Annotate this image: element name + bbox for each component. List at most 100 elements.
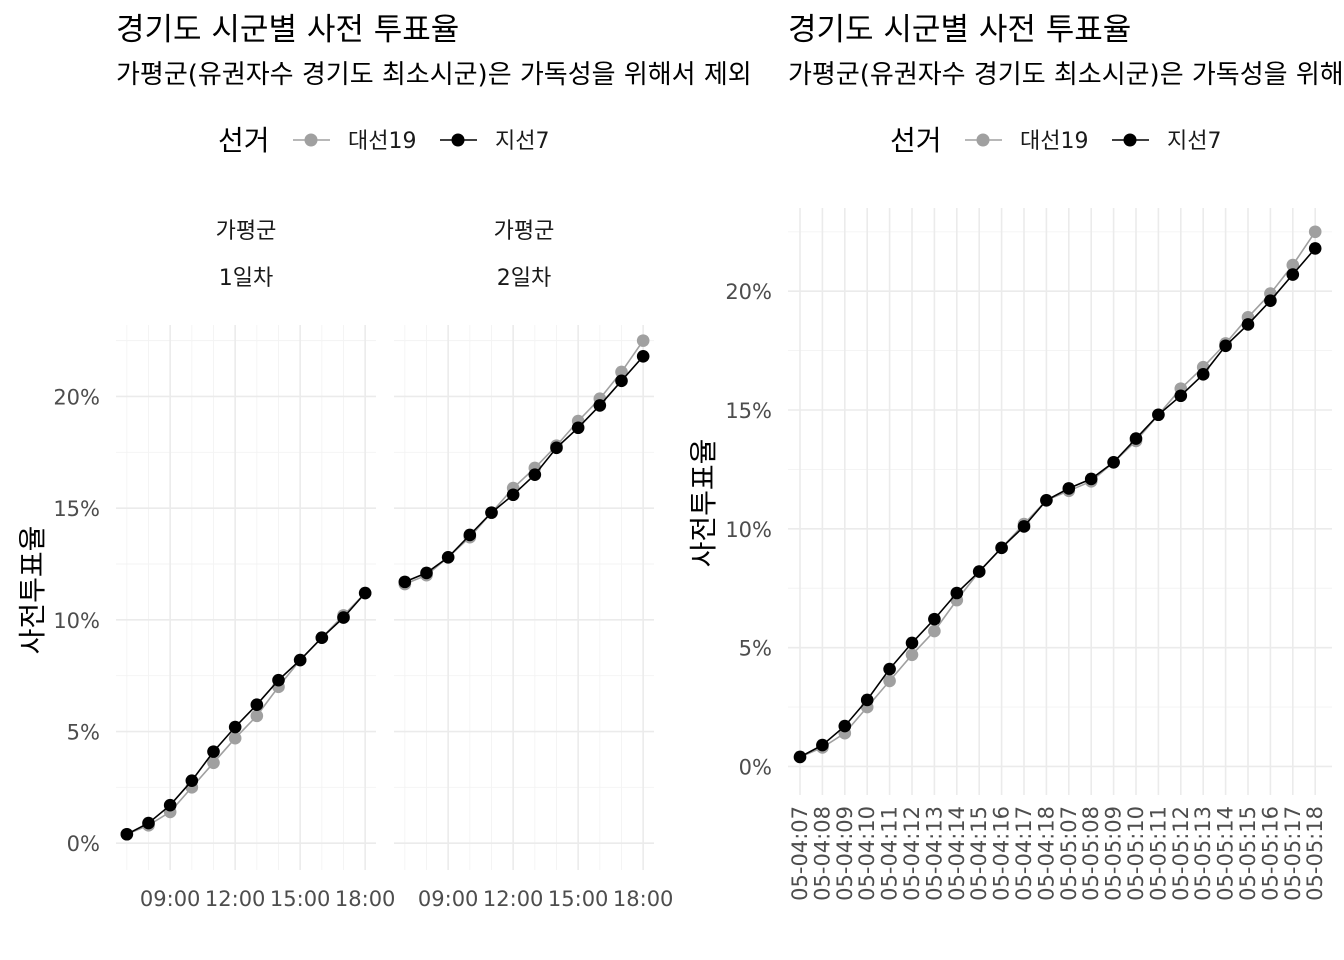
right-chart: 경기도 시군별 사전 투표율 가평군(유권자수 경기도 최소시군)은 가독성을 … <box>687 12 1344 901</box>
right-x-tick-label: 05-04:10 <box>855 806 879 901</box>
right-series <box>793 225 1322 764</box>
facet-2-line-대선19 <box>404 340 644 585</box>
right-y-tick-label: 15% <box>725 399 772 423</box>
facet-2-strip-line-2: 2일차 <box>497 266 551 291</box>
right-chart-title: 경기도 시군별 사전 투표율 <box>788 12 1131 48</box>
right-point-대선19 <box>928 624 941 638</box>
right-point-지선7 <box>793 750 807 764</box>
left-legend: 선거 대선19 지선7 <box>218 124 549 157</box>
left-y-ticks: 0% 5% 10% 15% 20% <box>53 385 100 856</box>
right-x-tick-label: 05-04:07 <box>788 806 812 901</box>
right-x-tick-label: 05-05:09 <box>1102 806 1126 901</box>
right-point-지선7 <box>1308 242 1322 255</box>
facet-1-strip-line-2: 1일차 <box>219 266 273 291</box>
right-y-tick-label: 5% <box>739 637 772 661</box>
right-point-지선7 <box>905 636 919 650</box>
facet-1-point-지선7 <box>293 653 307 667</box>
right-x-tick-label: 05-05:08 <box>1079 806 1103 901</box>
right-y-ticks: 0% 5% 10% 15% 20% <box>725 280 772 779</box>
right-x-ticks: 05-04:0705-04:0805-04:0905-04:1005-04:11… <box>788 806 1327 901</box>
facet-1: 가평군 1일차 <box>116 219 376 870</box>
left-legend-label-대선19: 대선19 <box>348 129 416 154</box>
right-x-tick-label: 05-04:08 <box>810 806 834 901</box>
right-x-tick-label: 05-05:13 <box>1191 806 1215 901</box>
right-legend-title: 선거 <box>890 124 942 157</box>
facet-1-point-지선7 <box>272 673 285 687</box>
left-y-tick-label: 5% <box>67 721 100 745</box>
facet-2-x-ticks: 09:00 12:00 15:00 18:00 <box>418 887 674 911</box>
right-point-지선7 <box>1107 455 1120 469</box>
facet-2-point-지선7 <box>463 528 477 542</box>
right-point-지선7 <box>1040 494 1053 507</box>
facet-2-x-tick-label: 18:00 <box>613 887 674 911</box>
right-point-대선19 <box>905 648 919 662</box>
right-point-대선19 <box>1286 258 1300 272</box>
right-legend: 선거 대선19 지선7 <box>890 124 1221 157</box>
right-point-대선19 <box>883 674 896 688</box>
right-x-tick-label: 05-04:17 <box>1012 806 1036 901</box>
right-point-지선7 <box>816 738 829 752</box>
facet-2-point-지선7 <box>441 550 455 564</box>
left-legend-label-지선7: 지선7 <box>495 129 549 154</box>
facet-1-line-대선19 <box>126 592 366 836</box>
facet-1-grid <box>116 325 376 870</box>
facet-1-strip-line-1: 가평군 <box>216 219 277 244</box>
facet-1-point-지선7 <box>163 798 177 812</box>
facet-1-point-지선7 <box>250 698 264 712</box>
facet-2-point-지선7 <box>636 349 650 363</box>
right-legend-key-point-대선19 <box>976 133 990 147</box>
right-x-tick-label: 05-05:11 <box>1146 806 1170 901</box>
left-y-tick-label: 15% <box>53 497 100 521</box>
right-point-대선19 <box>1308 225 1322 239</box>
facet-2-point-대선19 <box>636 334 650 347</box>
left-y-axis-label: 사전투표율 <box>16 526 49 655</box>
facet-1-point-지선7 <box>120 827 134 841</box>
right-chart-subtitle: 가평군(유권자수 경기도 최소시군)은 가독성을 위해서 제외 <box>788 60 1344 90</box>
left-y-tick-label: 20% <box>53 385 100 409</box>
right-x-tick-label: 05-05:18 <box>1303 806 1327 901</box>
facet-2: 가평군 2일차 <box>394 219 654 870</box>
right-point-지선7 <box>1152 408 1165 422</box>
right-x-tick-label: 05-04:09 <box>833 806 857 901</box>
right-grid <box>788 208 1332 795</box>
right-point-지선7 <box>1196 368 1210 381</box>
left-chart-subtitle: 가평군(유권자수 경기도 최소시군)은 가독성을 위해서 제외 <box>116 60 752 90</box>
facet-1-series <box>120 586 372 841</box>
right-y-tick-label: 20% <box>725 280 772 304</box>
right-x-tick-label: 05-04:13 <box>922 806 946 901</box>
facet-2-point-지선7 <box>615 374 628 388</box>
right-line-지선7 <box>799 247 1316 758</box>
facet-1-x-ticks: 09:00 12:00 15:00 18:00 <box>140 887 396 911</box>
right-point-지선7 <box>972 565 986 578</box>
right-x-tick-label: 05-04:15 <box>967 806 991 901</box>
right-x-tick-label: 05-04:14 <box>945 806 969 901</box>
right-point-지선7 <box>1174 389 1188 403</box>
left-legend-key-point-대선19 <box>304 133 318 147</box>
right-point-지선7 <box>1241 318 1255 331</box>
facet-1-point-지선7 <box>185 774 199 787</box>
left-chart: 경기도 시군별 사전 투표율 가평군(유권자수 경기도 최소시군)은 가독성을 … <box>16 12 752 911</box>
facet-1-point-지선7 <box>315 631 329 645</box>
right-point-지선7 <box>838 719 852 733</box>
right-point-지선7 <box>1264 294 1277 307</box>
facet-2-point-지선7 <box>528 468 542 481</box>
facet-2-point-지선7 <box>420 566 433 580</box>
facet-2-x-tick-label: 12:00 <box>483 887 544 911</box>
right-point-지선7 <box>995 541 1008 555</box>
facet-1-point-대선19 <box>250 709 264 723</box>
right-x-tick-label: 05-05:16 <box>1258 806 1282 901</box>
right-x-tick-label: 05-05:12 <box>1169 806 1193 901</box>
right-point-지선7 <box>950 586 964 600</box>
right-y-tick-label: 10% <box>725 518 772 542</box>
facet-2-point-지선7 <box>571 421 585 435</box>
right-x-tick-label: 05-04:16 <box>990 806 1014 901</box>
right-point-지선7 <box>1017 520 1031 533</box>
facet-2-grid <box>394 325 654 870</box>
facet-1-x-tick-label: 18:00 <box>335 887 396 911</box>
facet-2-series <box>398 334 650 591</box>
right-x-tick-label: 05-05:17 <box>1281 806 1305 901</box>
facet-1-point-지선7 <box>337 611 350 624</box>
right-point-지선7 <box>928 612 941 626</box>
right-point-지선7 <box>860 693 874 707</box>
facet-2-x-tick-label: 09:00 <box>418 887 479 911</box>
